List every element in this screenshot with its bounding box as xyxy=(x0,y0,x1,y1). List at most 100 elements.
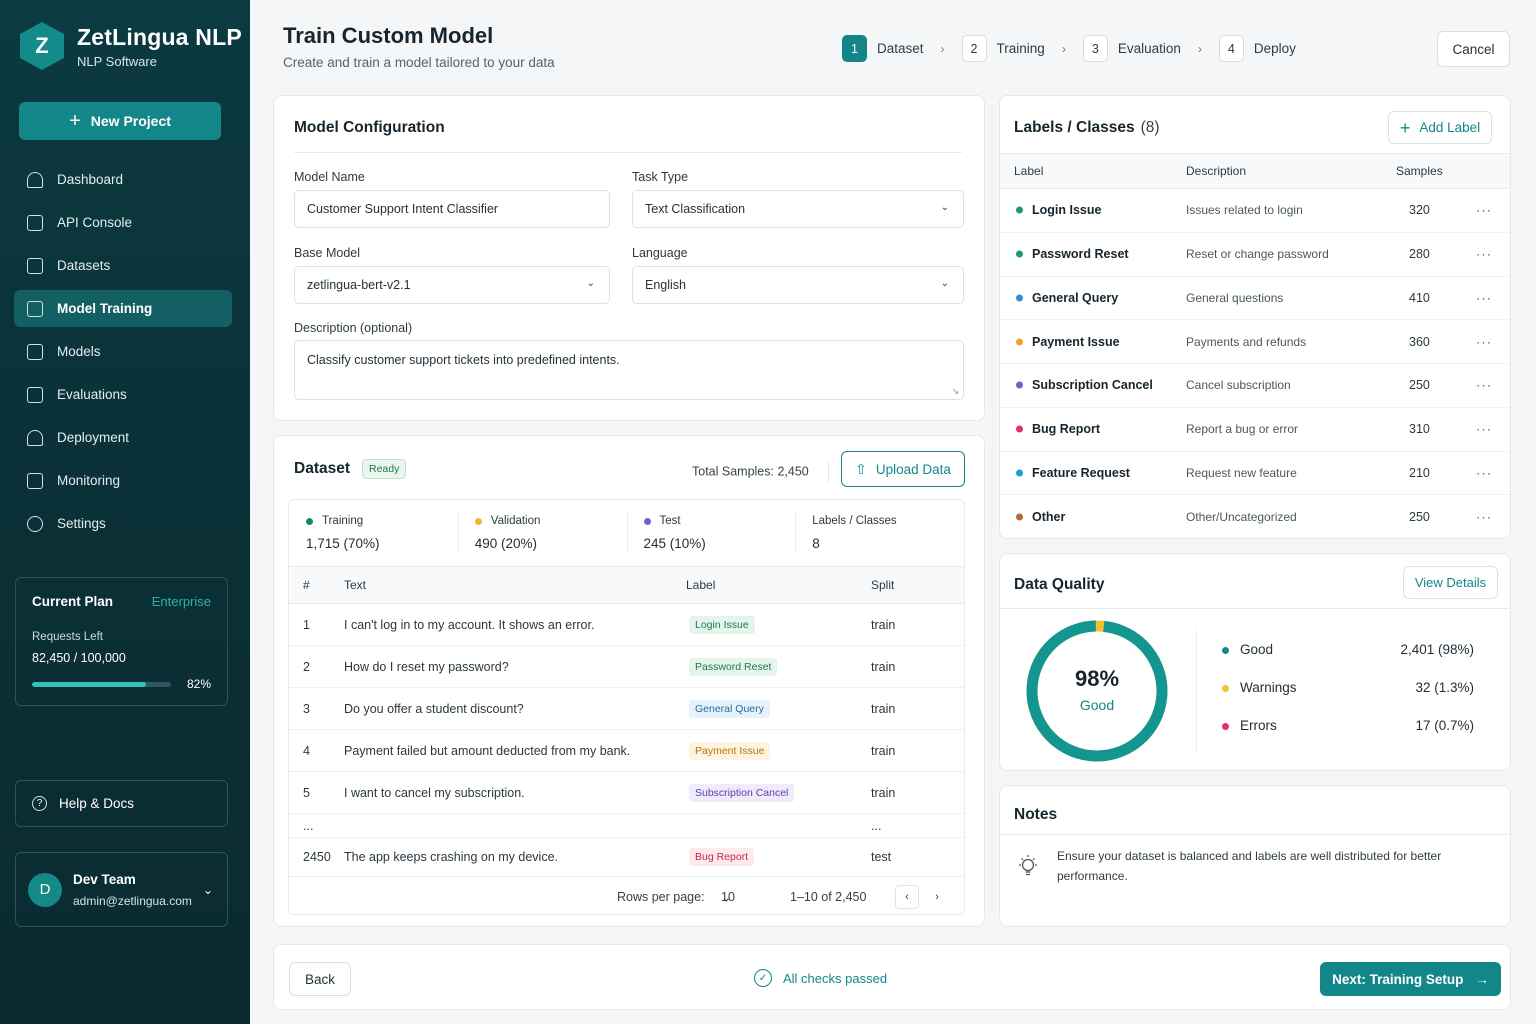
label-color-dot xyxy=(1016,469,1023,477)
checklist-icon xyxy=(27,386,43,403)
more-options-icon[interactable]: ··· xyxy=(1476,509,1492,525)
data-quality-card: Data Quality View Details 98% Good Good … xyxy=(999,553,1511,771)
language-select[interactable]: English ⌄ xyxy=(632,266,964,304)
row-number: 2450 xyxy=(303,850,331,864)
label-row[interactable]: Password Reset Reset or change password 28… xyxy=(1000,233,1510,277)
label-row[interactable]: Bug Report Report a bug or error 310 ··· xyxy=(1000,408,1510,452)
total-samples-label: Total Samples: xyxy=(692,464,774,479)
sidebar-item-model-training[interactable]: Model Training xyxy=(14,290,232,327)
label-description: Other/Uncategorized xyxy=(1186,510,1297,525)
step-dataset[interactable]: 1 Dataset xyxy=(842,35,924,62)
cancel-button[interactable]: Cancel xyxy=(1437,31,1510,67)
upload-data-button[interactable]: ⇧ Upload Data xyxy=(841,451,965,487)
description-textarea[interactable]: Classify customer support tickets into p… xyxy=(294,340,964,400)
split-validation: Validation 490 (20%) xyxy=(457,500,627,566)
label-row[interactable]: Other Other/Uncategorized 250 ··· xyxy=(1000,495,1510,539)
ellipsis: ... xyxy=(871,818,882,833)
table-row[interactable]: 3 Do you offer a student discount? Gener… xyxy=(289,688,964,730)
sidebar-item-datasets[interactable]: Datasets xyxy=(14,247,232,284)
split-label: Training xyxy=(322,515,364,527)
more-options-icon[interactable]: ··· xyxy=(1476,377,1492,393)
sidebar-nav: Dashboard API Console Datasets Model Tra… xyxy=(14,161,232,548)
help-label: Help & Docs xyxy=(59,796,135,811)
label-row[interactable]: Login Issue Issues related to login 320 ··· xyxy=(1000,189,1510,233)
label-description: Report a bug or error xyxy=(1186,422,1299,437)
row-number: 3 xyxy=(303,701,310,716)
more-options-icon[interactable]: ··· xyxy=(1476,290,1492,306)
page-title: Train Custom Model xyxy=(283,23,494,48)
column-header-label[interactable]: Label xyxy=(686,578,716,592)
more-options-icon[interactable]: ··· xyxy=(1476,334,1492,350)
sidebar-item-monitoring[interactable]: Monitoring xyxy=(14,462,232,499)
help-docs-button[interactable]: ? Help & Docs xyxy=(15,780,228,827)
check-circle-icon: ✓ xyxy=(754,969,772,987)
chevron-down-icon: ⌄ xyxy=(586,278,595,289)
label-name: Login Issue xyxy=(1032,203,1102,218)
next-training-setup-button[interactable]: Next: Training Setup → xyxy=(1320,962,1501,996)
footer-bar: Back ✓ All checks passed Next: Training … xyxy=(273,944,1511,1010)
more-options-icon[interactable]: ··· xyxy=(1476,246,1492,262)
label-description: Request new feature xyxy=(1186,465,1297,480)
sidebar-item-label: Evaluations xyxy=(57,387,127,402)
sidebar-item-models[interactable]: Models xyxy=(14,333,232,370)
labels-title: Labels / Classes xyxy=(1014,119,1135,136)
more-options-icon[interactable]: ··· xyxy=(1476,465,1492,481)
row-number: 4 xyxy=(303,743,310,758)
label-row[interactable]: Feature Request Request new feature 210 ··· xyxy=(1000,452,1510,496)
label-samples: 280 xyxy=(1409,247,1430,262)
sidebar-item-dashboard[interactable]: Dashboard xyxy=(14,161,232,198)
brand[interactable]: Z ZetLingua NLP NLP Software xyxy=(20,22,242,70)
sidebar-item-settings[interactable]: Settings xyxy=(14,505,232,542)
row-number: 2 xyxy=(303,659,310,674)
step-evaluation[interactable]: 3 Evaluation xyxy=(1082,35,1181,62)
label-row[interactable]: General Query General questions 410 ··· xyxy=(1000,277,1510,321)
user-menu[interactable]: D Dev Team admin@zetlingua.com ⌄ xyxy=(15,852,228,927)
task-type-select[interactable]: Text Classification ⌄ xyxy=(632,190,964,228)
step-training[interactable]: 2 Training xyxy=(961,35,1045,62)
sidebar-item-label: Model Training xyxy=(57,301,153,316)
errors-dot xyxy=(1222,723,1229,730)
chevron-down-icon: ⌄ xyxy=(940,202,949,213)
table-row[interactable]: 2 How do I reset my password? Password R… xyxy=(289,646,964,688)
next-page-button[interactable]: › xyxy=(935,890,939,903)
cube-icon xyxy=(27,343,43,360)
model-name-input[interactable]: Customer Support Intent Classifier xyxy=(294,190,610,228)
sidebar-item-api-console[interactable]: API Console xyxy=(14,204,232,241)
table-row[interactable]: 5 I want to cancel my subscription. Subs… xyxy=(289,772,964,814)
new-project-button[interactable]: + New Project xyxy=(19,102,221,140)
table-row[interactable]: 1 I can't log in to my account. It shows… xyxy=(289,604,964,646)
table-row[interactable]: 4 Payment failed but amount deducted fro… xyxy=(289,730,964,772)
brand-name: ZetLingua NLP xyxy=(77,23,242,50)
table-pagination: Rows per page: 10 ⌄ 1–10 of 2,450 ‹ › xyxy=(289,876,964,914)
page-range: 1–10 of 2,450 xyxy=(790,889,867,904)
labels-table-header: Label Description Samples xyxy=(1000,153,1510,189)
column-header-text[interactable]: Text xyxy=(344,578,367,592)
step-number: 4 xyxy=(1218,35,1244,62)
ellipsis: ... xyxy=(303,818,314,833)
plan-tier[interactable]: Enterprise xyxy=(151,594,211,609)
view-details-button[interactable]: View Details xyxy=(1403,566,1498,599)
split-value: 490 (20%) xyxy=(474,536,538,551)
more-options-icon[interactable]: ··· xyxy=(1476,421,1492,437)
label-row[interactable]: Payment Issue Payments and refunds 360 ··· xyxy=(1000,320,1510,364)
table-row[interactable]: 2450 The app keeps crashing on my device… xyxy=(289,838,964,876)
sidebar-item-deployment[interactable]: Deployment xyxy=(14,419,232,456)
quality-row-label: Errors xyxy=(1240,718,1277,733)
base-model-select[interactable]: zetlingua-bert-v2.1 ⌄ xyxy=(294,266,610,304)
table-row-ellipsis: ... ... xyxy=(289,814,964,838)
label-name: Feature Request xyxy=(1032,465,1130,480)
split-test: Test 245 (10%) xyxy=(626,500,796,566)
step-number: 1 xyxy=(842,35,867,62)
more-options-icon[interactable]: ··· xyxy=(1476,202,1492,218)
label-name: Payment Issue xyxy=(1032,334,1120,349)
label-row[interactable]: Subscription Cancel Cancel subscription 25… xyxy=(1000,364,1510,408)
prev-page-button[interactable]: ‹ xyxy=(895,884,919,909)
step-deploy[interactable]: 4 Deploy xyxy=(1218,35,1296,62)
add-label-button[interactable]: + Add Label xyxy=(1388,111,1492,144)
column-header-split[interactable]: Split xyxy=(871,578,895,592)
arrow-right-icon: → xyxy=(1475,971,1489,987)
back-button[interactable]: Back xyxy=(289,962,351,996)
sidebar-item-evaluations[interactable]: Evaluations xyxy=(14,376,232,413)
label-samples: 250 xyxy=(1409,378,1430,393)
resize-handle-icon[interactable]: ↘ xyxy=(951,386,959,396)
